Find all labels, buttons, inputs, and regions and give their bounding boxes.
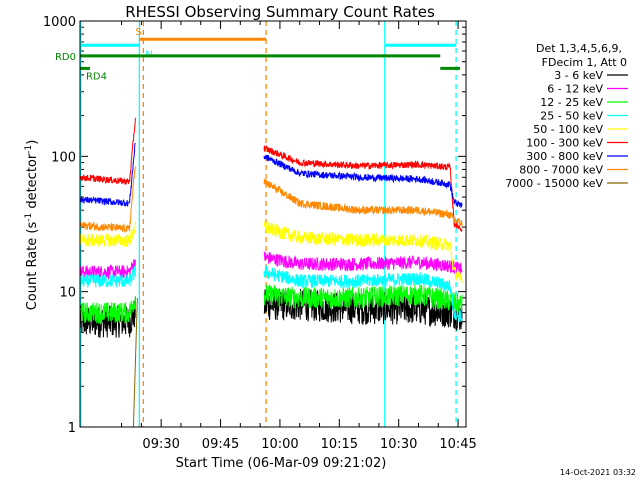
legend-entry-label: 7000 - 15000 keV	[505, 177, 603, 190]
series-line	[79, 166, 136, 233]
legend-entry-label: 6 - 12 keV	[547, 83, 603, 96]
series-line	[263, 145, 463, 232]
y-tick-label: 10	[59, 286, 76, 301]
state-label-rd0: RD0	[55, 52, 76, 63]
legend-entry-label: 800 - 7000 keV	[519, 164, 603, 177]
plot-area: 1 10 100 1000 09:30 09:45 10:00 10:15 10:30 10:45…	[43, 15, 477, 452]
series-line	[263, 284, 463, 314]
series-line	[263, 178, 463, 227]
series-line	[263, 251, 463, 275]
series-line	[132, 297, 138, 428]
y-tick-label: 100	[51, 150, 76, 165]
y-axis-label: Count Rate (s-1 detector-1)	[24, 140, 40, 311]
series-line	[79, 142, 136, 207]
legend-entry-label: 12 - 25 keV	[540, 96, 603, 109]
y-tick-label: 1	[68, 421, 76, 436]
x-tick-label: 10:00	[261, 437, 298, 452]
chart-title: RHESSI Observing Summary Count Rates	[125, 3, 435, 21]
legend-entry-label: 300 - 800 keV	[526, 150, 603, 163]
x-tick-label: 09:45	[202, 437, 239, 452]
series-line	[263, 154, 463, 209]
state-label-rd4: RD4	[86, 71, 107, 82]
footer-timestamp: 14-Oct-2021 03:32	[560, 468, 636, 477]
legend-entry-label: 3 - 6 keV	[554, 69, 603, 82]
legend-entry-label: 50 - 100 keV	[533, 123, 603, 136]
y-tick-label: 1000	[43, 15, 76, 30]
state-label-s: S	[135, 27, 141, 38]
series-line	[263, 220, 463, 284]
x-tick-label: 10:30	[380, 437, 417, 452]
series-line	[263, 264, 463, 323]
series-line	[79, 264, 136, 289]
legend-header-2: FDecim 1, Att 0	[542, 56, 627, 69]
series-line	[79, 295, 136, 324]
series-line	[79, 220, 136, 248]
legend-entry-label: 100 - 300 keV	[526, 137, 603, 150]
legend-entry-label: 25 - 50 keV	[540, 110, 603, 123]
legend-header-1: Det 1,3,4,5,6,9,	[536, 42, 622, 55]
x-tick-label: 09:30	[142, 437, 179, 452]
series-line	[79, 117, 136, 185]
x-tick-label: 10:15	[321, 437, 358, 452]
x-tick-label: 10:45	[439, 437, 476, 452]
plot-frame	[79, 20, 467, 428]
x-axis-label: Start Time (06-Mar-09 09:21:02)	[176, 456, 387, 471]
